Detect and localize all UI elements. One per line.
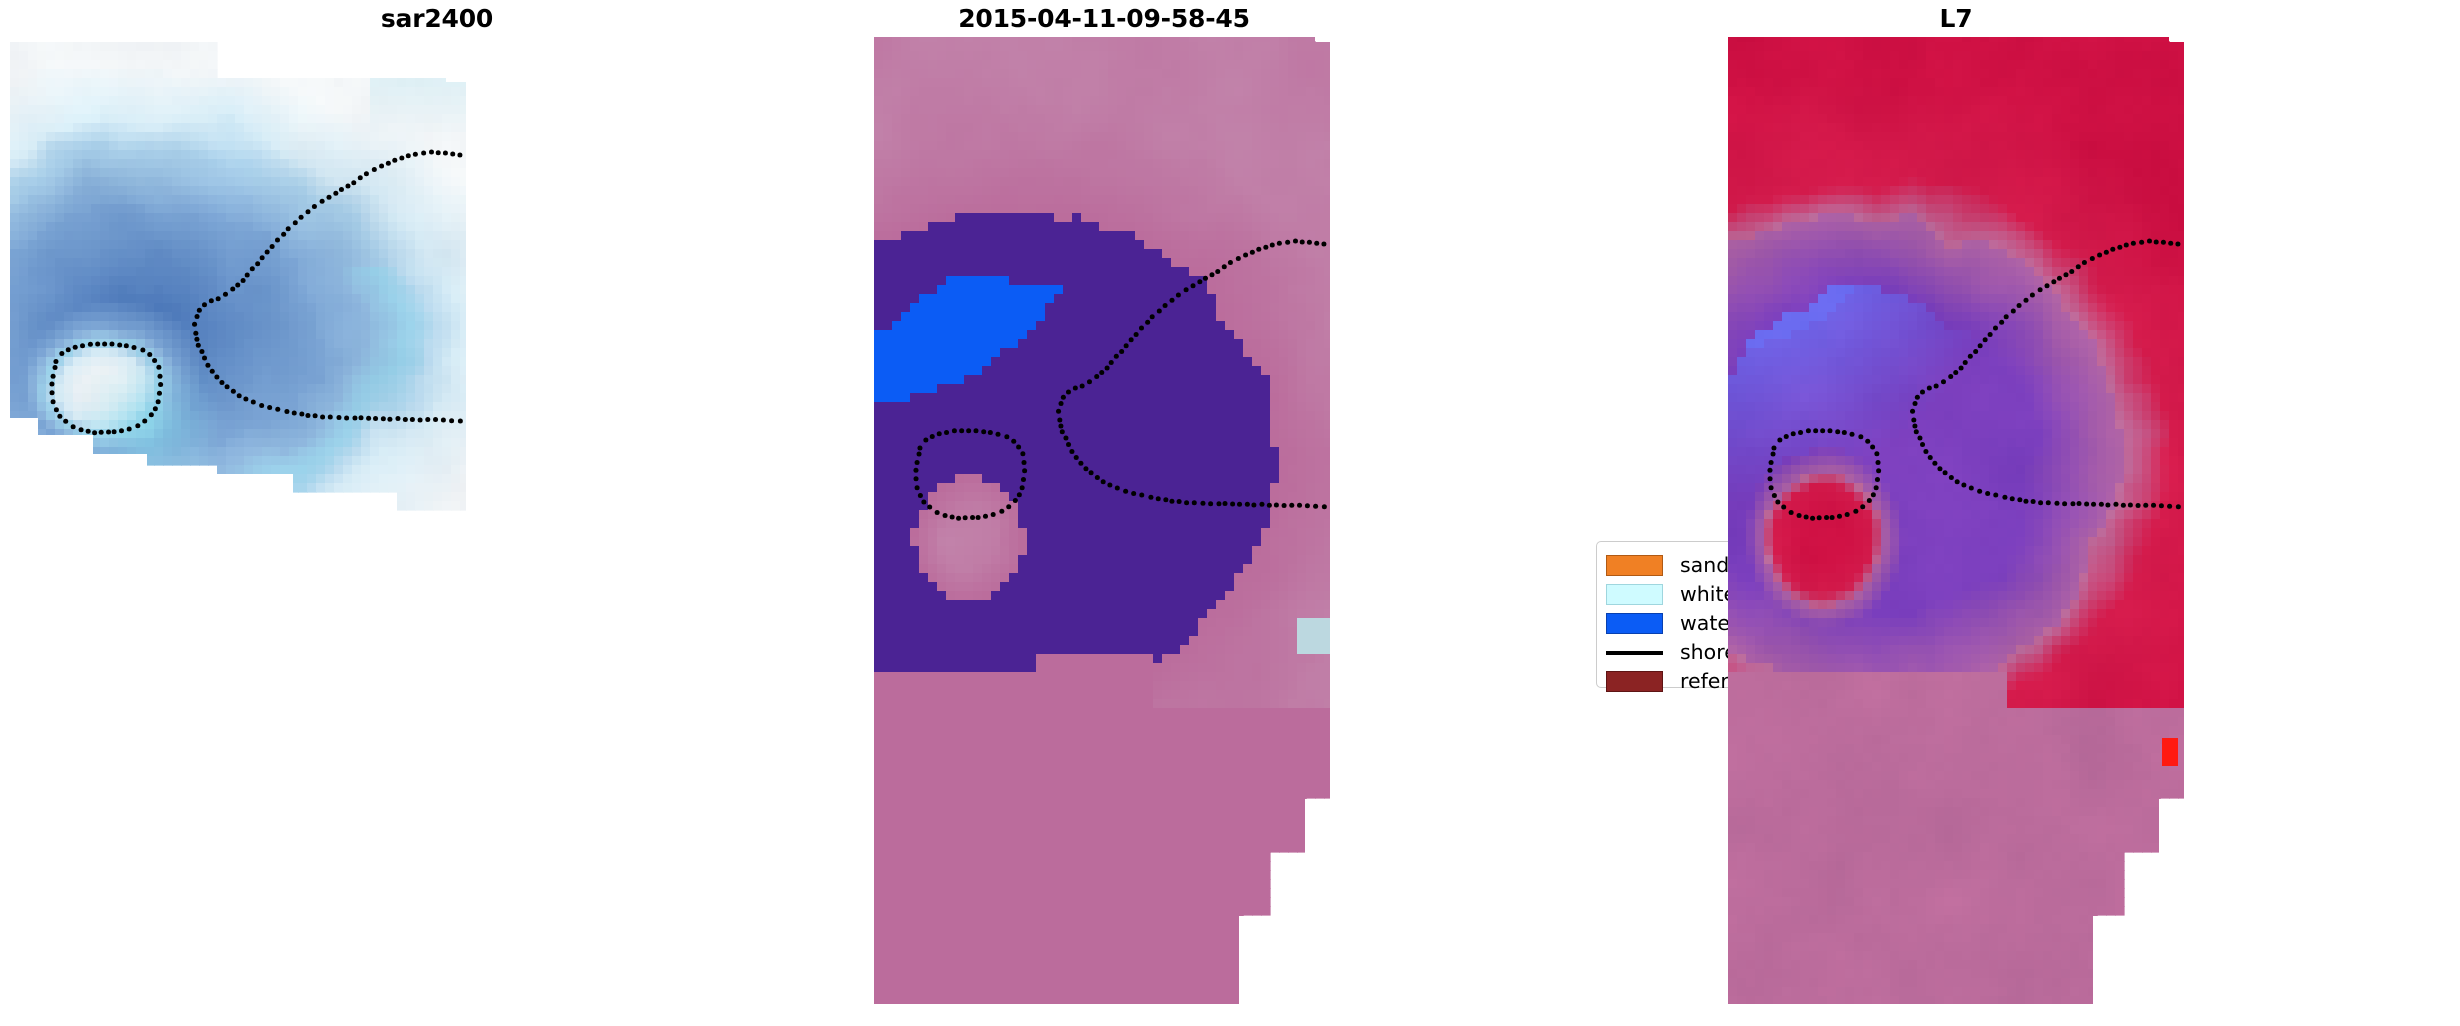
legend-label-sand: sand xyxy=(1680,553,1730,578)
classification-image xyxy=(874,33,1330,1008)
legend-item-water[interactable]: water xyxy=(1606,609,1839,638)
panel-classification: 2015-04-11-09-58-45 xyxy=(874,0,1652,1026)
legend-swatch-whitewater xyxy=(1606,584,1663,605)
panel-title-sar2400: sar2400 xyxy=(380,4,494,33)
legend-item-sand[interactable]: sand xyxy=(1606,551,1839,580)
image-axes-sar2400 xyxy=(10,33,466,514)
legend-swatch-water xyxy=(1606,613,1663,634)
image-axes-l7 xyxy=(1728,33,2184,1008)
panel-title-classification: 2015-04-11-09-58-45 xyxy=(958,4,1250,33)
legend-swatch-shoreline xyxy=(1606,650,1663,655)
legend-swatch-reference-shoreline xyxy=(1606,671,1663,692)
panel-l7: L7 xyxy=(1652,0,2460,1026)
legend-label-water: water xyxy=(1680,611,1739,636)
l7-image xyxy=(1728,33,2184,1008)
legend-swatch-sand xyxy=(1606,555,1663,576)
panel-sar2400: sar2400 xyxy=(0,0,874,1026)
sar2400-image xyxy=(10,33,466,514)
panel-title-l7: L7 xyxy=(1939,4,1973,33)
image-axes-classification xyxy=(874,33,1330,1008)
